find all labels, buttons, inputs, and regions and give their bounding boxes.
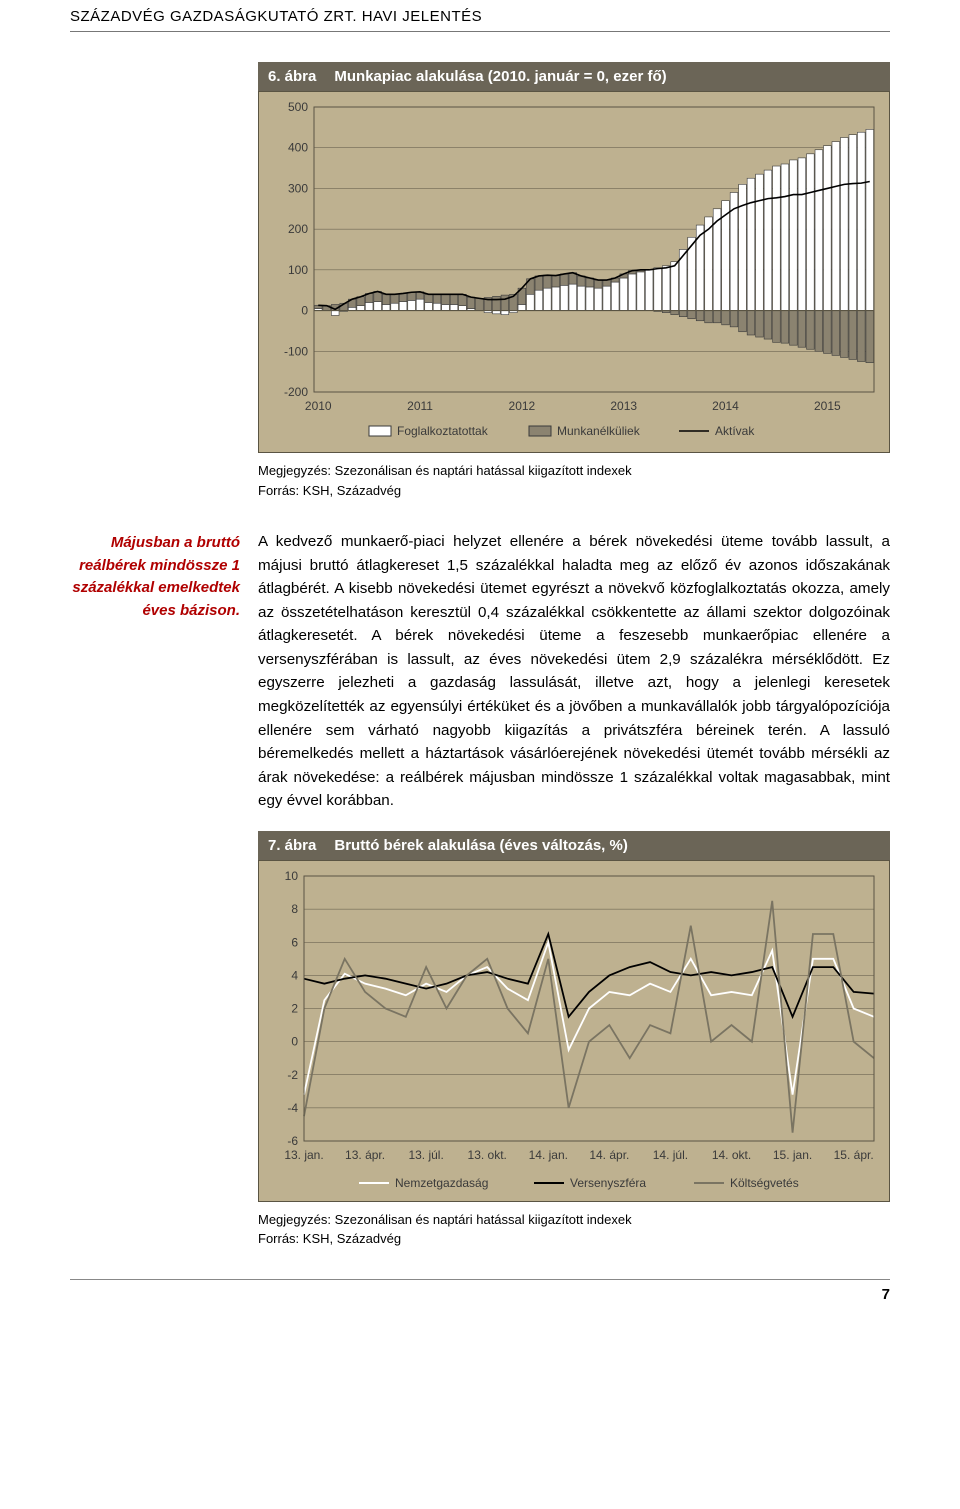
svg-text:2010: 2010	[305, 399, 332, 413]
svg-text:6: 6	[291, 935, 298, 949]
figure-7-block: 7. ábra Bruttó bérek alakulása (éves vál…	[258, 831, 890, 1249]
svg-text:14. ápr.: 14. ápr.	[589, 1148, 629, 1162]
margin-note: Májusban a bruttó reálbérek mindössze 1 …	[70, 530, 240, 1249]
svg-text:-2: -2	[287, 1068, 298, 1082]
svg-text:2012: 2012	[509, 399, 536, 413]
svg-text:-4: -4	[287, 1101, 298, 1115]
body-paragraph: A kedvező munkaerő-piaci helyzet ellenér…	[258, 530, 890, 813]
figure-6-svg: -200 -100 0 100 200 300 400 500 2010 2011 2012 2013…	[259, 92, 889, 452]
svg-text:14. jan.: 14. jan.	[529, 1148, 568, 1162]
svg-text:2: 2	[291, 1001, 298, 1015]
figure-6-title-bar: 6. ábra Munkapiac alakulása (2010. januá…	[258, 62, 890, 91]
svg-text:2013: 2013	[610, 399, 637, 413]
figure-6-title: Munkapiac alakulása (2010. január = 0, e…	[334, 68, 666, 85]
figure-6-note-1: Megjegyzés: Szezonálisan és naptári hatá…	[258, 461, 890, 481]
svg-text:Aktívak: Aktívak	[715, 424, 755, 438]
figure-6-chart: -200 -100 0 100 200 300 400 500 2010 2011 2012 2013…	[258, 91, 890, 453]
svg-text:300: 300	[288, 181, 308, 195]
figure-6-number: 6. ábra	[268, 68, 316, 85]
svg-text:14. júl.: 14. júl.	[653, 1148, 688, 1162]
svg-text:10: 10	[285, 869, 299, 883]
svg-text:-200: -200	[284, 385, 308, 399]
svg-text:200: 200	[288, 222, 308, 236]
svg-text:-100: -100	[284, 344, 308, 358]
svg-text:Költségvetés: Költségvetés	[730, 1176, 799, 1190]
svg-text:Munkanélküliek: Munkanélküliek	[557, 424, 641, 438]
svg-text:2011: 2011	[407, 399, 433, 413]
figure-7-notes: Megjegyzés: Szezonálisan és naptári hatá…	[258, 1210, 890, 1249]
figure-7-note-1: Megjegyzés: Szezonálisan és naptári hatá…	[258, 1210, 890, 1230]
figure-7-note-2: Forrás: KSH, Századvég	[258, 1229, 890, 1249]
page-header: SZÁZADVÉG GAZDASÁGKUTATÓ ZRT. HAVI JELEN…	[70, 0, 890, 32]
svg-text:100: 100	[288, 263, 308, 277]
svg-text:2015: 2015	[814, 399, 841, 413]
figure-7-title-bar: 7. ábra Bruttó bérek alakulása (éves vál…	[258, 831, 890, 860]
svg-text:13. jan.: 13. jan.	[284, 1148, 323, 1162]
figure-7-title: Bruttó bérek alakulása (éves változás, %…	[334, 837, 627, 854]
svg-text:2014: 2014	[712, 399, 739, 413]
svg-text:Foglalkoztatottak: Foglalkoztatottak	[397, 424, 489, 438]
svg-text:400: 400	[288, 141, 308, 155]
svg-text:4: 4	[291, 968, 298, 982]
svg-text:-6: -6	[287, 1134, 298, 1148]
header-text: SZÁZADVÉG GAZDASÁGKUTATÓ ZRT. HAVI JELEN…	[70, 8, 482, 25]
figure-7-number: 7. ábra	[268, 837, 316, 854]
svg-text:15. ápr.: 15. ápr.	[834, 1148, 874, 1162]
svg-text:13. okt.: 13. okt.	[468, 1148, 507, 1162]
svg-text:13. júl.: 13. júl.	[408, 1148, 443, 1162]
svg-text:0: 0	[291, 1034, 298, 1048]
figure-6-block: 6. ábra Munkapiac alakulása (2010. januá…	[258, 62, 890, 500]
svg-text:Nemzetgazdaság: Nemzetgazdaság	[395, 1176, 488, 1190]
page-number: 7	[70, 1279, 890, 1303]
svg-text:15. jan.: 15. jan.	[773, 1148, 812, 1162]
svg-text:13. ápr.: 13. ápr.	[345, 1148, 385, 1162]
svg-text:14. okt.: 14. okt.	[712, 1148, 751, 1162]
figure-7-chart: -6 -4 -2 0 2 4 6 8 10 13. jan. 13. ápr. 13. júl. 13.…	[258, 860, 890, 1202]
figure-6-notes: Megjegyzés: Szezonálisan és naptári hatá…	[258, 461, 890, 500]
figure-7-svg: -6 -4 -2 0 2 4 6 8 10 13. jan. 13. ápr. 13. júl. 13.…	[259, 861, 889, 1201]
figure-6-note-2: Forrás: KSH, Századvég	[258, 481, 890, 501]
svg-text:0: 0	[301, 304, 308, 318]
svg-text:500: 500	[288, 100, 308, 114]
svg-text:8: 8	[291, 902, 298, 916]
svg-text:Versenyszféra: Versenyszféra	[570, 1176, 646, 1190]
